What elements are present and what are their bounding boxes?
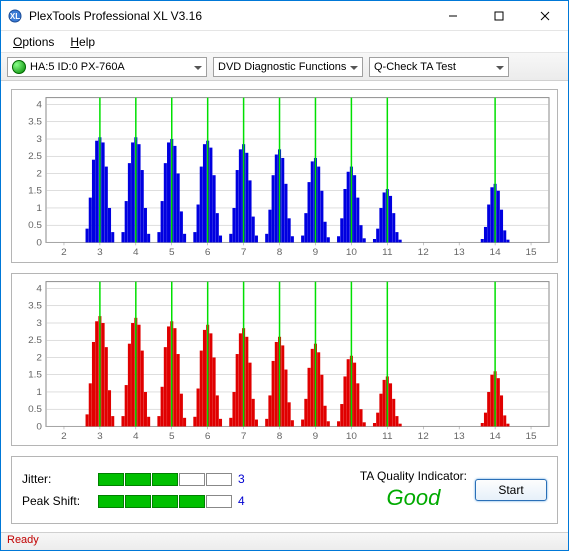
svg-text:9: 9 [313,247,319,258]
gauge-segment [152,473,178,486]
maximize-button[interactable] [476,1,522,31]
svg-text:15: 15 [525,247,537,258]
svg-text:4: 4 [36,100,42,111]
menu-bar: Options Help [1,31,568,53]
svg-text:7: 7 [241,431,247,442]
jitter-label: Jitter: [22,472,92,486]
drive-selector[interactable]: HA:5 ID:0 PX-760A [7,57,207,77]
svg-text:6: 6 [205,247,211,258]
svg-text:9: 9 [313,431,319,442]
svg-text:2.5: 2.5 [28,151,42,162]
metrics-panel: Jitter: 3 Peak Shift: 4 TA Quality Indic… [11,456,558,524]
chart-top-svg: 0 0.5 1 1.5 2 2.5 3 3.5 4 2 3 4 5 6 7 8 9 10 11 12 13 14 15 [12,90,557,262]
jitter-gauge [98,473,232,486]
gauge-segment [125,495,151,508]
svg-text:XL: XL [10,12,20,21]
jitter-value: 3 [238,472,258,486]
svg-text:14: 14 [490,247,502,258]
svg-text:11: 11 [382,247,392,258]
svg-text:2: 2 [61,247,67,258]
svg-text:4: 4 [133,247,139,258]
svg-text:3: 3 [97,431,103,442]
test-selector[interactable]: Q-Check TA Test [369,57,509,77]
menu-help[interactable]: Help [62,33,103,51]
svg-text:1: 1 [36,203,42,214]
svg-text:4: 4 [133,431,139,442]
svg-text:13: 13 [454,431,465,442]
ta-quality-value: Good [387,485,441,511]
svg-text:2: 2 [61,431,67,442]
function-selector[interactable]: DVD Diagnostic Functions [213,57,363,77]
gauge-segment [98,495,124,508]
svg-text:10: 10 [346,431,358,442]
svg-text:3: 3 [36,134,42,145]
svg-text:3.5: 3.5 [28,117,42,128]
chart-bottom: 0 0.5 1 1.5 2 2.5 3 3.5 4 2 3 4 5 6 7 8 9 10 11 12 13 14 15 [11,273,558,447]
svg-text:3.5: 3.5 [28,300,42,311]
chart-bottom-svg: 0 0.5 1 1.5 2 2.5 3 3.5 4 2 3 4 5 6 7 8 9 10 11 12 13 14 15 [12,274,557,446]
peak-shift-value: 4 [238,494,258,508]
svg-text:2: 2 [36,352,42,363]
disc-icon [12,60,26,74]
gauge-segment [179,495,205,508]
window-title: PlexTools Professional XL V3.16 [29,9,430,23]
status-bar: Ready [1,532,568,550]
chart-top: 0 0.5 1 1.5 2 2.5 3 3.5 4 2 3 4 5 6 7 8 9 10 11 12 13 14 15 [11,89,558,263]
gauge-segment [206,473,232,486]
minimize-button[interactable] [430,1,476,31]
svg-text:0.5: 0.5 [28,404,42,415]
gauge-segment [125,473,151,486]
peak-shift-label: Peak Shift: [22,494,92,508]
svg-text:0.5: 0.5 [28,220,42,231]
function-label: DVD Diagnostic Functions [218,61,346,73]
app-icon: XL [7,8,23,24]
status-text: Ready [7,534,39,546]
svg-text:12: 12 [418,247,429,258]
start-button[interactable]: Start [475,479,547,501]
svg-text:2: 2 [36,169,42,180]
gauge-segment [179,473,205,486]
svg-text:10: 10 [346,247,358,258]
svg-text:4: 4 [36,283,42,294]
menu-options[interactable]: Options [5,33,62,51]
svg-text:3: 3 [97,247,103,258]
ta-quality-label: TA Quality Indicator: [360,469,467,483]
svg-text:1.5: 1.5 [28,186,42,197]
svg-text:5: 5 [169,247,175,258]
svg-text:0: 0 [36,237,42,248]
svg-text:1: 1 [36,387,42,398]
svg-text:5: 5 [169,431,175,442]
svg-text:12: 12 [418,431,429,442]
peak-shift-gauge [98,495,232,508]
gauge-segment [152,495,178,508]
gauge-segment [206,495,232,508]
svg-text:8: 8 [277,431,283,442]
svg-text:0: 0 [36,421,42,432]
gauge-segment [98,473,124,486]
svg-text:15: 15 [525,431,537,442]
svg-text:1.5: 1.5 [28,369,42,380]
svg-text:11: 11 [382,431,392,442]
svg-text:13: 13 [454,247,465,258]
svg-text:14: 14 [490,431,502,442]
svg-text:3: 3 [36,318,42,329]
content-area: 00.511.522.533.5423456789101112131415 00… [1,81,568,532]
drive-label: HA:5 ID:0 PX-760A [30,61,125,73]
close-button[interactable] [522,1,568,31]
svg-text:6: 6 [205,431,211,442]
title-bar: XL PlexTools Professional XL V3.16 [1,1,568,31]
svg-text:8: 8 [277,247,283,258]
svg-text:2.5: 2.5 [28,335,42,346]
test-label: Q-Check TA Test [374,61,456,73]
svg-text:7: 7 [241,247,247,258]
toolbar: HA:5 ID:0 PX-760A DVD Diagnostic Functio… [1,53,568,81]
